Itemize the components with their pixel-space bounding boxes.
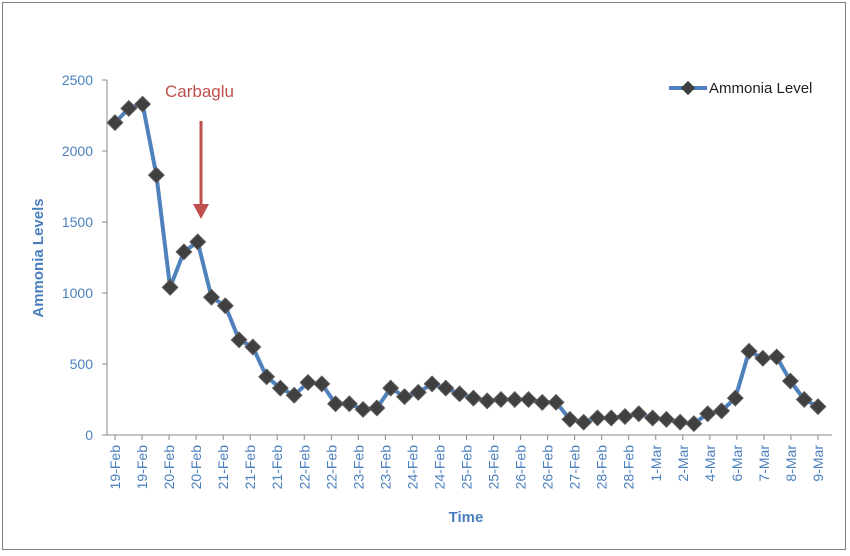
- annotation-label: Carbaglu: [165, 82, 234, 101]
- x-tick-label: 27-Feb: [567, 445, 583, 490]
- x-tick-label: 9-Mar: [810, 445, 826, 482]
- legend: Ammonia Level: [669, 80, 812, 97]
- x-tick-label: 20-Feb: [188, 445, 204, 490]
- x-tick-label: 6-Mar: [729, 445, 745, 482]
- data-point: [466, 390, 482, 406]
- data-point: [769, 349, 785, 365]
- x-tick-label: 23-Feb: [350, 445, 366, 490]
- x-tick-label: 24-Feb: [431, 445, 447, 490]
- data-point: [162, 280, 178, 296]
- y-tick-label: 500: [70, 356, 94, 372]
- x-tick-label: 22-Feb: [323, 445, 339, 490]
- y-tick-label: 1000: [62, 285, 93, 301]
- x-tick-label: 21-Feb: [242, 445, 258, 490]
- x-tick-label: 19-Feb: [107, 445, 123, 490]
- data-point: [755, 351, 771, 367]
- data-point: [645, 410, 661, 426]
- x-tick-label: 26-Feb: [540, 445, 556, 490]
- carbaglu-annotation: Carbaglu: [165, 82, 234, 219]
- y-axis: 0 500 1000 1500 2000 2500: [62, 72, 107, 443]
- x-axis: 19-Feb 19-Feb 20-Feb 20-Feb 21-Feb 21-Feb 21-F…: [107, 435, 832, 489]
- series-ammonia-level: [107, 96, 826, 431]
- x-tick-label: 1-Mar: [648, 445, 664, 482]
- x-tick-label: 22-Feb: [296, 445, 312, 490]
- x-tick-label: 2-Mar: [675, 445, 691, 482]
- data-point: [452, 386, 468, 402]
- data-point: [603, 410, 619, 426]
- annotation-arrowhead: [193, 204, 209, 219]
- y-tick-label: 2500: [62, 72, 93, 88]
- data-point: [521, 392, 537, 408]
- x-tick-label: 7-Mar: [756, 445, 772, 482]
- x-axis-title: Time: [449, 509, 484, 526]
- x-tick-label: 4-Mar: [702, 445, 718, 482]
- x-tick-label: 28-Feb: [621, 445, 637, 490]
- data-point: [355, 402, 371, 418]
- y-axis-title: Ammonia Levels: [30, 198, 47, 317]
- data-point: [438, 380, 454, 396]
- data-point: [659, 412, 675, 428]
- x-tick-label: 21-Feb: [215, 445, 231, 490]
- y-tick-label: 0: [85, 427, 93, 443]
- data-point: [617, 409, 633, 425]
- y-tick-label: 1500: [62, 214, 93, 230]
- data-point: [810, 399, 826, 415]
- data-point: [231, 332, 247, 348]
- series-line: [115, 104, 818, 424]
- y-tick-label: 2000: [62, 143, 93, 159]
- x-tick-label: 24-Feb: [404, 445, 420, 490]
- x-tick-label: 23-Feb: [377, 445, 393, 490]
- data-point: [576, 414, 592, 430]
- x-tick-label: 25-Feb: [459, 445, 475, 490]
- data-point: [672, 414, 688, 430]
- legend-label: Ammonia Level: [709, 80, 812, 97]
- x-tick-label: 28-Feb: [594, 445, 610, 490]
- x-tick-label: 25-Feb: [486, 445, 502, 490]
- data-point: [631, 406, 647, 422]
- legend-marker: [681, 81, 695, 95]
- x-tick-label: 26-Feb: [513, 445, 529, 490]
- x-tick-label: 8-Mar: [783, 445, 799, 482]
- data-point: [741, 343, 757, 359]
- data-point: [149, 167, 165, 183]
- data-point: [479, 393, 495, 409]
- data-point: [245, 339, 261, 355]
- x-tick-label: 19-Feb: [134, 445, 150, 490]
- x-tick-label: 21-Feb: [269, 445, 285, 490]
- data-point: [135, 96, 151, 112]
- x-tick-label: 20-Feb: [161, 445, 177, 490]
- data-point: [342, 396, 358, 412]
